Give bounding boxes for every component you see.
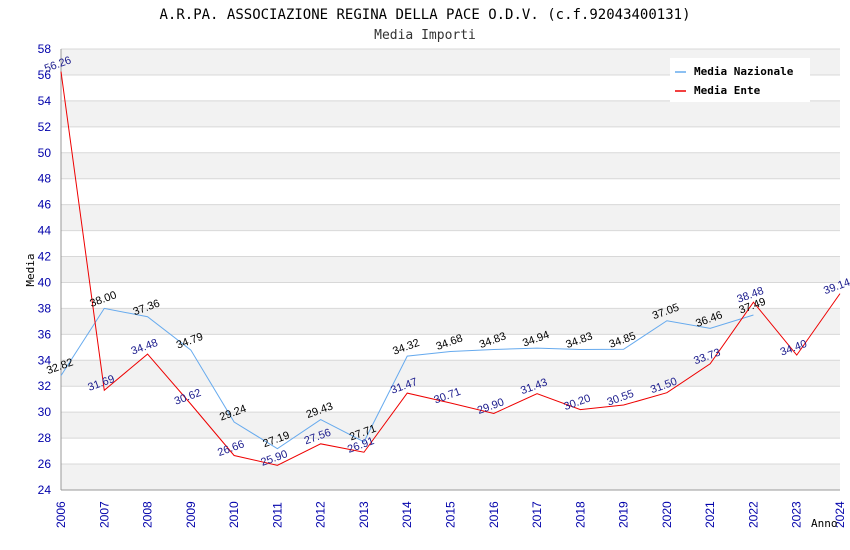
grid-band (61, 204, 840, 231)
grid-band (61, 334, 840, 361)
y-tick-label: 36 (38, 327, 52, 341)
y-tick-label: 38 (38, 301, 52, 315)
grid-band (61, 464, 840, 490)
y-tick-label: 52 (38, 120, 52, 134)
x-tick-label: 2006 (54, 501, 68, 528)
grid-band (61, 282, 840, 309)
x-tick-label: 2015 (444, 501, 458, 528)
x-tick-label: 2016 (487, 501, 501, 528)
y-tick-label: 54 (38, 94, 52, 108)
x-axis-ticks: 2006 2007 2008 2009 2010 2011 2012 2013 2014 2015… (54, 501, 847, 528)
y-tick-label: 50 (38, 146, 52, 160)
x-tick-label: 2017 (530, 501, 544, 528)
grid-band (61, 412, 840, 439)
series-line (60, 71, 841, 466)
x-tick-label: 2011 (270, 502, 284, 528)
grid-band (61, 230, 840, 257)
legend: Media Nazionale Media Ente (670, 58, 810, 102)
y-tick-label: 56 (38, 68, 52, 82)
series-lines (60, 71, 841, 466)
y-axis-ticks: 24 26 28 30 32 34 36 38 40 42 44 46 48 50 52 54 56 58 (38, 42, 52, 497)
x-tick-label: 2014 (400, 501, 414, 528)
y-tick-label: 26 (38, 457, 52, 471)
x-tick-label: 2020 (660, 501, 674, 528)
x-tick-label: 2012 (314, 501, 328, 528)
grid-band (61, 100, 840, 127)
x-tick-label: 2018 (573, 501, 587, 528)
x-tick-label: 2009 (184, 501, 198, 528)
grid-band (61, 256, 840, 283)
y-tick-label: 44 (38, 224, 52, 238)
y-tick-label: 40 (38, 275, 52, 289)
legend-label-nazionale: Media Nazionale (694, 65, 794, 78)
series-line (60, 307, 754, 450)
grid-band (61, 178, 840, 205)
grid (60, 48, 840, 491)
y-tick-label: 46 (38, 198, 52, 212)
x-tick-label: 2008 (141, 501, 155, 528)
y-tick-label: 34 (38, 353, 52, 367)
y-tick-label: 48 (38, 172, 52, 186)
x-axis-label: Anno (811, 517, 838, 530)
y-tick-label: 30 (38, 405, 52, 419)
legend-box (670, 58, 810, 102)
y-axis-label: Media (24, 253, 37, 286)
grid-band (61, 438, 840, 465)
x-tick-label: 2013 (357, 501, 371, 528)
x-tick-label: 2019 (617, 501, 631, 528)
y-tick-label: 32 (38, 379, 52, 393)
x-tick-label: 2010 (227, 501, 241, 528)
x-tick-label: 2021 (703, 501, 717, 528)
chart-subtitle: Media Importi (374, 28, 476, 43)
grid-band (61, 386, 840, 413)
y-tick-label: 28 (38, 431, 52, 445)
grid-band (61, 308, 840, 335)
y-tick-label: 58 (38, 42, 52, 56)
grid-band (61, 360, 840, 387)
legend-label-ente: Media Ente (694, 84, 761, 97)
x-tick-label: 2024 (833, 501, 847, 528)
x-tick-label: 2022 (746, 501, 760, 528)
x-tick-label: 2007 (97, 501, 111, 528)
grid-band (61, 126, 840, 153)
y-tick-label: 42 (38, 250, 52, 264)
x-tick-label: 2023 (790, 501, 804, 528)
chart-title: A.R.PA. ASSOCIAZIONE REGINA DELLA PACE O… (159, 7, 690, 23)
grid-band (61, 152, 840, 179)
y-tick-label: 24 (38, 483, 52, 497)
